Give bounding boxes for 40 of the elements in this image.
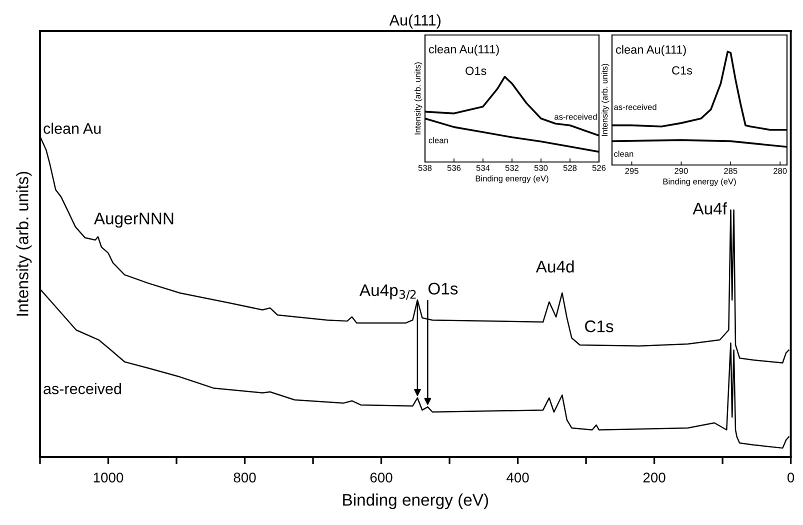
series-label: clean [614,150,634,157]
x-tick-label: 530 [534,165,548,171]
text: clean Au(111) [428,44,499,56]
annotation: clean Au(111) [616,45,686,56]
annotation: Au4f [692,202,728,214]
x-tick-label: 295 [625,168,638,174]
x-tick-label: 285 [724,168,738,174]
series-label: clean [428,137,448,144]
x-tick-label: 0 [787,472,794,482]
x-axis-title: Binding energy (eV) [343,494,488,510]
x-axis-title: Binding energy (eV) [663,178,736,186]
x-tick-label: 536 [447,165,461,171]
y-axis-title: Intensity (arb. units) [414,62,422,134]
series-label: as-received [614,104,656,110]
x-tick-label: 534 [476,165,490,171]
annotation: O1s [428,282,458,295]
series-label: as-received [554,114,597,120]
x-tick-label: 800 [234,472,256,482]
annotation: C1s [672,66,692,75]
text: O1s [466,66,486,75]
x-tick-label: 290 [674,168,688,174]
series-label: as-received [44,382,121,394]
series-label: clean Au [44,122,101,134]
x-tick-label: 600 [370,472,392,482]
x-tick-label: 400 [506,472,529,482]
annotation: C1s [585,320,614,332]
chart-title: Au(111) [389,14,441,29]
x-tick-label: 200 [643,472,666,482]
x-tick-label: 528 [563,165,577,171]
y-axis-title: Intensity (arb. units) [601,64,610,136]
annotation: AugerNNN [94,212,174,228]
x-tick-label: 532 [505,165,519,171]
x-tick-label: 1000 [94,472,124,482]
x-axis-title: Binding energy (eV) [476,175,548,184]
x-tick-label: 526 [592,165,606,171]
y-axis-title: Intensity (arb. units) [16,172,32,316]
annotation: Au4p$_{3/2}$ [359,284,416,300]
x-tick-label: 280 [774,168,787,174]
x-tick-label: 538 [418,165,432,171]
annotation: Au4d [536,260,574,273]
